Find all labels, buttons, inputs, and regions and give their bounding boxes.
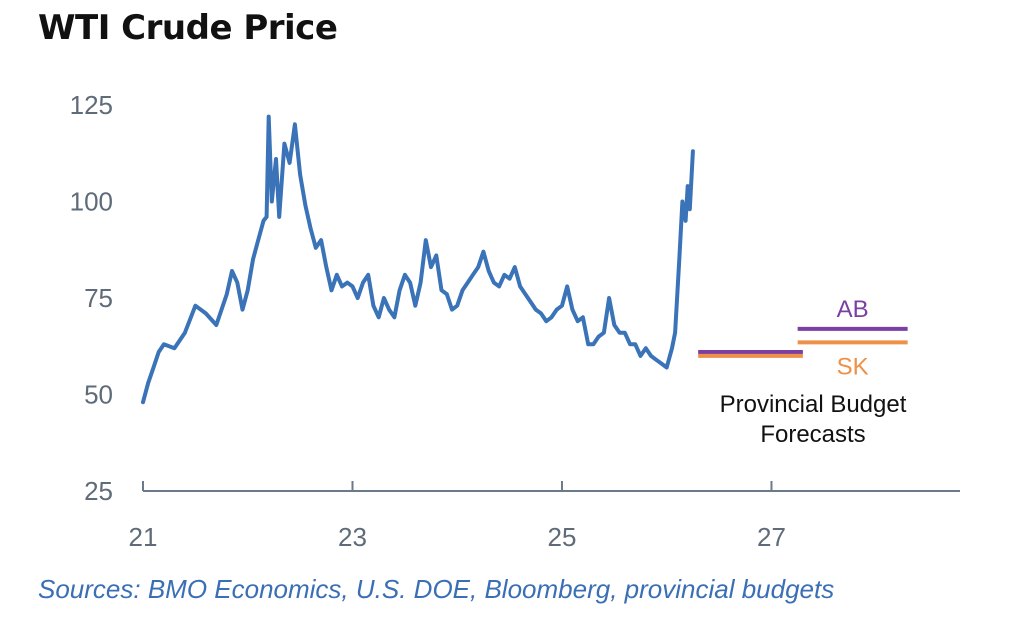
- x-tick-label: 21: [129, 522, 158, 552]
- y-tick-label: 100: [70, 187, 113, 217]
- y-tick-label: 25: [84, 476, 113, 506]
- y-tick-label: 75: [84, 283, 113, 313]
- forecast-annotation: Provincial Budget Forecasts: [720, 391, 907, 448]
- ab-forecast-label: AB: [837, 296, 869, 323]
- y-axis-ticks: 25 50 75 100 125: [70, 90, 113, 506]
- annotation-line-1: Provincial Budget: [720, 391, 907, 418]
- y-tick-label: 125: [70, 90, 113, 120]
- sk-forecast-label: SK: [837, 353, 869, 380]
- x-tick-label: 27: [757, 522, 786, 552]
- annotation-line-2: Forecasts: [760, 421, 865, 448]
- y-tick-label: 50: [84, 380, 113, 410]
- x-tick-label: 23: [338, 522, 367, 552]
- x-tick-label: 25: [548, 522, 577, 552]
- source-note: Sources: BMO Economics, U.S. DOE, Bloomb…: [38, 574, 835, 604]
- wti-price-line: [141, 114, 695, 405]
- x-axis: 21 23 25 27: [129, 481, 960, 552]
- chart-title: WTI Crude Price: [38, 8, 338, 48]
- forecast-lines: AB SK: [698, 296, 908, 380]
